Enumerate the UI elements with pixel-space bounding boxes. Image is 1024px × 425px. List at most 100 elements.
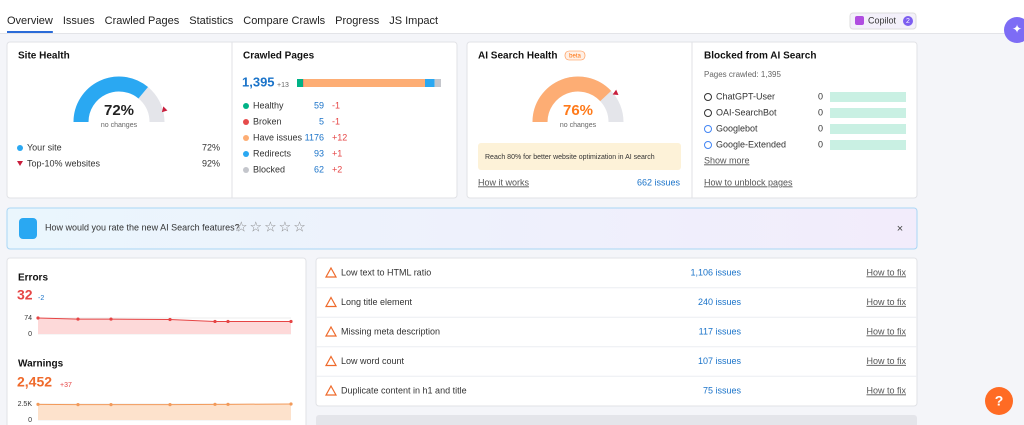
issue-count[interactable]: 107 issues	[698, 356, 742, 366]
fix-link[interactable]: How to fix	[866, 326, 906, 336]
warning-icon	[324, 296, 338, 308]
bot-icon	[704, 125, 712, 133]
trend-point	[36, 316, 40, 320]
trend-point	[76, 403, 80, 407]
y-tick-label: 74	[24, 315, 32, 322]
legend-marker	[17, 161, 23, 166]
tab[interactable]: Overview	[7, 15, 53, 27]
feedback-banner	[6, 207, 918, 250]
bot-icon	[704, 141, 712, 149]
issue-count[interactable]: 1,106 issues	[690, 267, 741, 277]
trend-point	[213, 319, 217, 324]
crawled-breakdown: Healthy 59 -1 Broken 5 -1 Have issues 1176 +12 Re…	[243, 79, 441, 174]
status-count[interactable]: 1176	[305, 132, 324, 142]
legend-label: Top-10% websites	[27, 158, 101, 168]
issue-text: Duplicate content in h1 and title	[341, 385, 467, 395]
status-delta: +12	[332, 132, 347, 142]
issue-text: Long title element	[341, 297, 413, 307]
legend-dot	[17, 145, 23, 151]
link[interactable]: How it works	[478, 177, 530, 187]
count: 2,452	[17, 374, 52, 390]
trend-point	[213, 402, 217, 406]
tab[interactable]: JS Impact	[389, 15, 438, 27]
issue-text: Low text to HTML ratio	[341, 267, 431, 277]
issues-link[interactable]: 662 issues	[637, 177, 681, 187]
copilot-button[interactable]	[849, 12, 917, 30]
bot-icon	[704, 109, 712, 117]
issues-list: Low text to HTML ratio 1,106 issues How to…	[316, 266, 917, 396]
count: 32	[17, 287, 33, 303]
bot-count: 0	[818, 123, 823, 133]
link[interactable]: How to unblock pages	[704, 177, 793, 187]
status-delta: -1	[332, 116, 340, 126]
issue-count[interactable]: 117 issues	[699, 326, 742, 336]
status-count[interactable]: 5	[319, 116, 324, 126]
help-icon: ?	[995, 393, 1004, 409]
issue-count[interactable]: 75 issues	[703, 385, 742, 395]
tab[interactable]: Compare Crawls	[243, 15, 325, 27]
bar-segment	[434, 79, 441, 87]
bar-segment	[303, 79, 304, 87]
total-delta: +13	[277, 82, 289, 89]
assistant-button[interactable]	[1004, 17, 1024, 43]
status-count[interactable]: 62	[314, 164, 324, 174]
status-dot	[243, 103, 249, 109]
beta-badge	[564, 50, 586, 61]
bot-count: 0	[818, 107, 823, 117]
rating-stars[interactable]: ☆☆☆☆☆	[235, 219, 308, 235]
warning-icon	[324, 384, 338, 396]
beta-label: beta	[569, 54, 581, 60]
card-title: Errors	[18, 273, 48, 284]
warning-icon	[324, 266, 338, 278]
status-dot	[243, 167, 249, 173]
gauge-status: no changes	[101, 122, 138, 129]
status-count[interactable]: 93	[314, 148, 324, 158]
y-tick-label: 2.5K	[18, 401, 33, 408]
delta: -2	[38, 295, 44, 302]
tab[interactable]: Issues	[63, 15, 95, 27]
warning-icon	[324, 325, 338, 337]
status-count[interactable]: 59	[314, 100, 324, 110]
gauge-value: 76%	[563, 102, 593, 119]
view-all-bar[interactable]	[316, 415, 917, 425]
copilot-badge-count: 2	[906, 18, 910, 25]
close-button[interactable]: ×	[897, 223, 903, 235]
issue-count[interactable]: 240 issues	[698, 297, 742, 307]
status-delta: +1	[332, 148, 342, 158]
fix-link[interactable]: How to fix	[866, 267, 906, 277]
trend-area	[38, 404, 291, 420]
tab-underline	[7, 31, 53, 33]
trend-point	[168, 317, 172, 322]
fix-link[interactable]: How to fix	[866, 385, 906, 395]
trend-point	[76, 317, 80, 321]
help-button[interactable]	[985, 387, 1013, 415]
bot-name: Googlebot	[716, 123, 758, 133]
total: 1,395	[242, 74, 275, 89]
bot-bar	[830, 140, 906, 150]
status-dot	[243, 119, 249, 125]
gauge	[73, 76, 168, 123]
trend-point	[289, 319, 293, 324]
tab[interactable]: Crawled Pages	[105, 15, 180, 27]
status-label: Redirects	[253, 148, 292, 158]
bot-name: ChatGPT-User	[716, 91, 775, 101]
fix-link[interactable]: How to fix	[866, 297, 906, 307]
card-title: Site Health	[18, 51, 70, 62]
bar-segment	[425, 79, 435, 87]
link[interactable]: Show more	[704, 155, 750, 165]
card-title: Crawled Pages	[243, 51, 315, 62]
trend-chart: 2.5K 0	[18, 401, 293, 424]
copilot-label: Copilot	[868, 15, 897, 25]
tab[interactable]: Statistics	[189, 15, 234, 27]
tab[interactable]: Progress	[335, 15, 380, 27]
status-dot	[243, 135, 249, 141]
bot-bar	[830, 124, 906, 134]
trend-chart: 74 0	[24, 315, 293, 338]
status-label: Healthy	[253, 100, 284, 110]
bot-bar	[830, 108, 906, 118]
legend-label: Your site	[27, 142, 62, 152]
fix-link[interactable]: How to fix	[866, 356, 906, 366]
gauge-fill	[532, 76, 612, 123]
card-title: AI Search Health	[478, 51, 557, 62]
